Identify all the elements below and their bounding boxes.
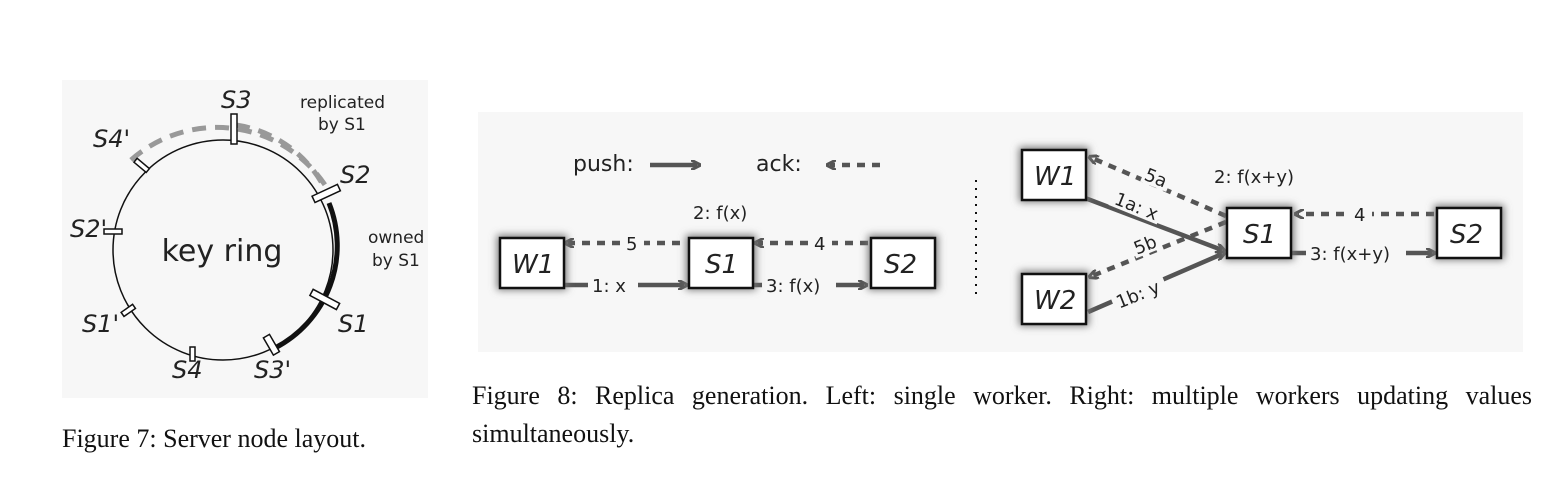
node-w1-label: W1 bbox=[512, 250, 554, 280]
node-s2-label-right: S2 bbox=[1450, 220, 1483, 250]
edge-label-push-3-right: 3: f(x+y) bbox=[1310, 244, 1390, 265]
ack-s1-w2-arrow-right bbox=[1092, 219, 1227, 276]
node-label-s3: S3 bbox=[221, 86, 252, 114]
label-bg-1x bbox=[588, 275, 638, 295]
replicated-arc-outer bbox=[129, 124, 333, 195]
label-bg-5 bbox=[622, 233, 644, 253]
node-label-s2: S2 bbox=[340, 161, 371, 189]
figure8-right: 4 3: f(x+y) 2: f(x+y) 1a: x 1b: y 5a 5b … bbox=[1019, 147, 1504, 326]
node-label-s1p: S1' bbox=[82, 310, 119, 338]
key-ring-label: key ring bbox=[162, 234, 283, 269]
node-s2-label: S2 bbox=[884, 250, 917, 280]
figure8-panel bbox=[478, 112, 1523, 352]
label-bg-4 bbox=[810, 233, 832, 253]
legend-push-label: push: bbox=[573, 152, 634, 177]
node-label-s2p: S2' bbox=[70, 215, 107, 243]
label-bg-5b bbox=[1128, 229, 1163, 259]
replicated-label-line1: replicated bbox=[300, 93, 385, 113]
node-tick-s3 bbox=[230, 113, 238, 145]
label-bg-r3 bbox=[1306, 243, 1406, 263]
figure8-caption: Figure 8: Replica generation. Left: sing… bbox=[472, 381, 1532, 448]
node-tick-s2 bbox=[311, 183, 342, 204]
node-s1-box-right bbox=[1225, 206, 1293, 260]
label-bg-1a bbox=[1108, 186, 1165, 225]
replicated-arc-inner bbox=[235, 122, 331, 197]
node-s1-box bbox=[687, 236, 755, 290]
node-w1-box bbox=[498, 236, 566, 290]
edge-label-ack-5: 5 bbox=[626, 234, 637, 255]
node-s2-box-right bbox=[1435, 206, 1503, 260]
push-w1-s1-arrow-right bbox=[1084, 195, 1222, 250]
node-tick-s4p bbox=[132, 157, 151, 174]
edge-label-compute: 2: f(x) bbox=[693, 203, 747, 224]
node-tick-s3p bbox=[262, 333, 281, 357]
node-label-s4: S4 bbox=[172, 356, 203, 384]
label-bg-r4 bbox=[1350, 204, 1372, 224]
edge-label-ack-4-right: 4 bbox=[1354, 205, 1365, 226]
edge-label-compute-right: 2: f(x+y) bbox=[1214, 167, 1294, 188]
node-s2-box bbox=[869, 236, 937, 290]
replicated-label-line2: by S1 bbox=[318, 115, 366, 135]
node-label-s3p: S3' bbox=[254, 356, 291, 384]
node-label-s1: S1 bbox=[338, 310, 369, 338]
label-bg-1b bbox=[1109, 273, 1169, 313]
node-w2-box-right bbox=[1020, 272, 1088, 326]
label-bg-5a bbox=[1140, 162, 1174, 192]
node-w2-label-right: W2 bbox=[1034, 286, 1076, 316]
key-ring-circle bbox=[112, 139, 334, 361]
label-bg-3fx bbox=[762, 275, 836, 295]
figure8-legend: push: ack: bbox=[573, 152, 880, 177]
edge-label-push-3: 3: f(x) bbox=[766, 276, 820, 297]
ack-s1-w1-arrow-right bbox=[1092, 158, 1227, 219]
node-w1-label-right: W1 bbox=[1034, 162, 1076, 192]
edge-label-ack-4: 4 bbox=[814, 234, 825, 255]
figure7-diagram: key ring S3 S2 S1 S3' S4 S1' S2' S4' rep… bbox=[70, 86, 424, 384]
node-s1-label-right: S1 bbox=[1243, 220, 1276, 250]
node-w1-box-right bbox=[1020, 148, 1088, 202]
figure7-caption: Figure 7: Server node layout. bbox=[62, 424, 366, 453]
edge-label-push-1b: 1b: y bbox=[1113, 277, 1163, 314]
owned-label-line2: by S1 bbox=[372, 251, 420, 271]
node-tick-s1 bbox=[308, 288, 341, 311]
node-tick-s1p bbox=[120, 303, 137, 318]
node-tick-s2p bbox=[103, 228, 123, 235]
figure8-left: 5 4 1: x 3: f(x) 2: f(x) W1 S1 S2 bbox=[497, 203, 938, 297]
node-tick-s4 bbox=[189, 346, 196, 362]
owned-label-line1: owned bbox=[368, 228, 424, 248]
owned-arc bbox=[273, 202, 340, 351]
node-s1-label: S1 bbox=[705, 250, 738, 280]
edge-label-push-1: 1: x bbox=[592, 276, 626, 297]
legend-ack-label: ack: bbox=[756, 152, 802, 177]
node-label-s4p: S4' bbox=[93, 125, 130, 153]
